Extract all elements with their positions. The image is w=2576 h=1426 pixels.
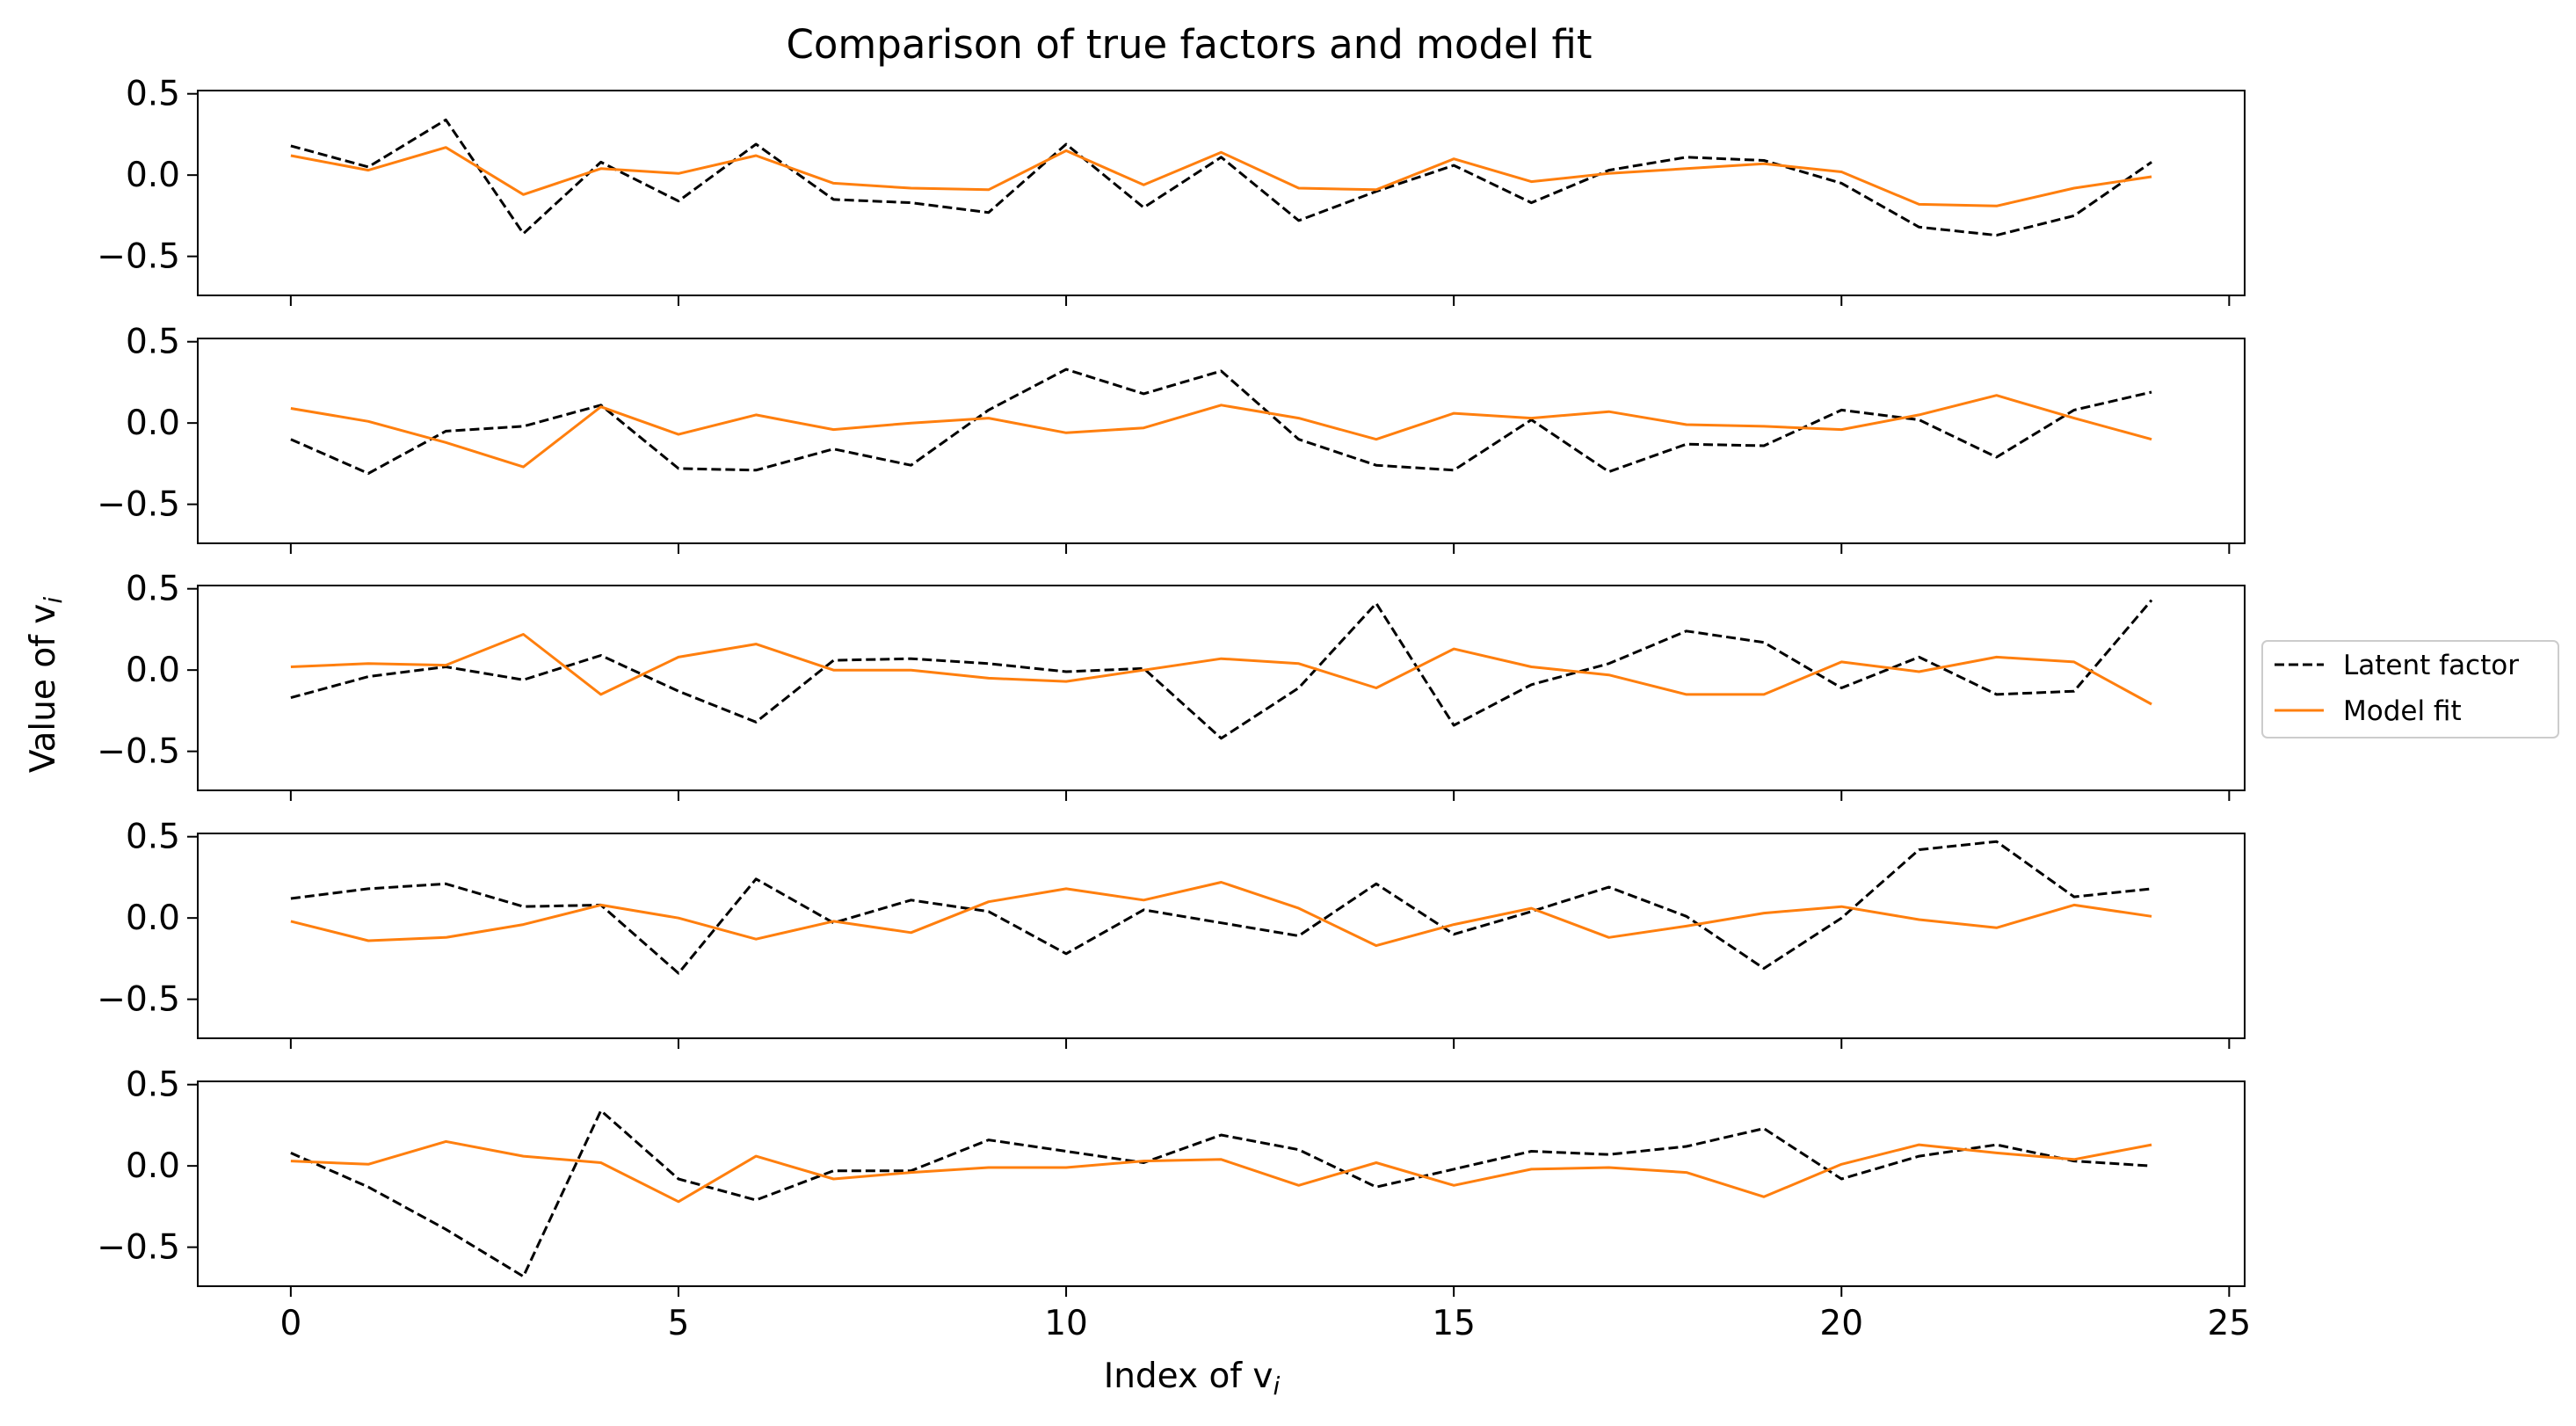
subplot-frame bbox=[197, 585, 2246, 791]
y-tick-label: 0.0 bbox=[126, 156, 180, 195]
subplot-3: 0.5 0.0 −0.5 bbox=[97, 570, 2246, 801]
y-tick-label: 0.5 bbox=[126, 570, 180, 609]
subplot-5: 0.5 0.0 −0.5 0 5 10 15 20 25 bbox=[97, 1066, 2251, 1343]
chart-title: Comparison of true factors and model fit bbox=[786, 21, 1592, 68]
x-tick-label: 15 bbox=[1432, 1304, 1476, 1343]
subplot-4: 0.5 0.0 −0.5 bbox=[97, 818, 2246, 1049]
y-tick-label: 0.5 bbox=[126, 323, 180, 362]
y-axis-label-subscript: i bbox=[39, 597, 68, 604]
series-model-fit-line bbox=[290, 881, 2152, 948]
x-axis-label: Index of vi bbox=[1104, 1357, 1281, 1401]
legend-label: Latent factor bbox=[2343, 650, 2519, 681]
subplot-2: 0.5 0.0 −0.5 bbox=[97, 323, 2246, 554]
subplot-frame bbox=[197, 833, 2246, 1039]
subplot-frame bbox=[197, 338, 2246, 544]
x-tick-label: 5 bbox=[668, 1304, 690, 1343]
y-tick-label: 0.5 bbox=[126, 818, 180, 857]
subplot-frame bbox=[197, 1080, 2246, 1287]
legend-box bbox=[2261, 640, 2559, 738]
legend-label: Model fit bbox=[2343, 695, 2462, 727]
y-tick-label: −0.5 bbox=[97, 980, 180, 1020]
y-tick-label: −0.5 bbox=[97, 1228, 180, 1268]
y-axis-label: Value of vi bbox=[24, 597, 68, 774]
x-axis-label-text: Index of v bbox=[1104, 1357, 1273, 1396]
x-tick-label: 10 bbox=[1044, 1304, 1088, 1343]
x-tick-label: 25 bbox=[2208, 1304, 2252, 1343]
y-tick-label: 0.0 bbox=[126, 404, 180, 443]
y-tick-label: −0.5 bbox=[97, 237, 180, 277]
y-tick-label: −0.5 bbox=[97, 485, 180, 525]
series-latent-factor-line bbox=[290, 118, 2152, 237]
legend: Latent factor Model fit bbox=[2261, 640, 2559, 738]
y-axis-label-text: Value of v bbox=[24, 604, 63, 774]
subplot-panels: 0.5 0.0 −0.5 0.5 0.0 −0.5 0.5 0.0 −0.5 0.5 0.0 −0.5… bbox=[97, 75, 2251, 1343]
series-latent-factor-line bbox=[290, 1109, 2152, 1278]
series-model-fit-line bbox=[290, 1139, 2152, 1204]
series-model-fit-line bbox=[290, 633, 2152, 706]
y-tick-label: 0.5 bbox=[126, 1066, 180, 1105]
y-tick-label: 0.0 bbox=[126, 899, 180, 938]
y-tick-label: 0.0 bbox=[126, 651, 180, 690]
series-latent-factor-line bbox=[290, 599, 2153, 740]
subplot-1: 0.5 0.0 −0.5 bbox=[97, 75, 2246, 306]
y-tick-label: 0.5 bbox=[126, 75, 180, 114]
series-model-fit-line bbox=[290, 394, 2152, 469]
x-axis-label-subscript: i bbox=[1273, 1371, 1281, 1401]
series-latent-factor-line bbox=[290, 367, 2152, 475]
y-tick-label: −0.5 bbox=[97, 732, 180, 772]
series-latent-factor-line bbox=[290, 840, 2152, 975]
series-model-fit-line bbox=[290, 146, 2152, 207]
y-tick-label: 0.0 bbox=[126, 1146, 180, 1186]
x-tick-label: 0 bbox=[279, 1304, 301, 1343]
x-tick-label: 20 bbox=[1819, 1304, 1863, 1343]
subplot-frame bbox=[197, 90, 2246, 296]
